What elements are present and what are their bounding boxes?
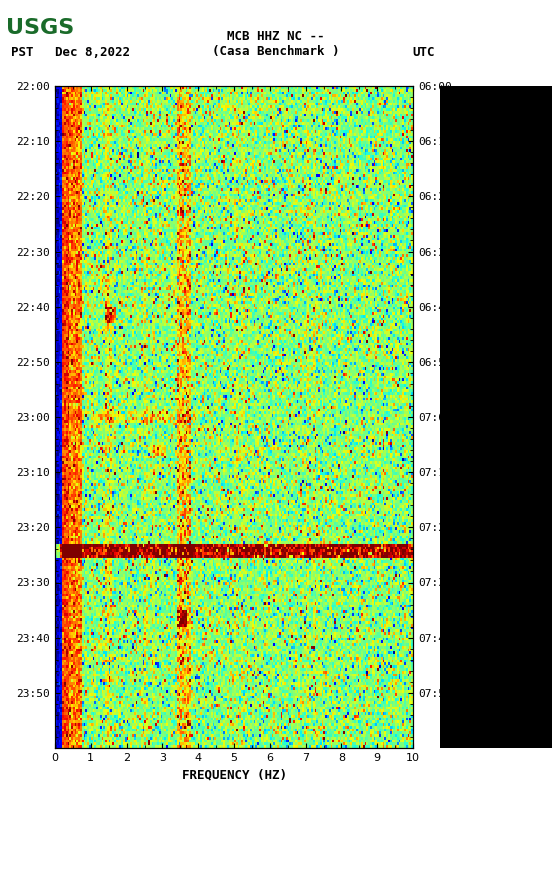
- Text: USGS: USGS: [6, 18, 74, 38]
- Text: UTC: UTC: [412, 46, 434, 60]
- Text: PST: PST: [11, 46, 34, 60]
- Text: Dec 8,2022: Dec 8,2022: [55, 46, 130, 60]
- Text: MCB HHZ NC --: MCB HHZ NC --: [227, 30, 325, 44]
- X-axis label: FREQUENCY (HZ): FREQUENCY (HZ): [182, 768, 286, 781]
- Text: (Casa Benchmark ): (Casa Benchmark ): [213, 46, 339, 59]
